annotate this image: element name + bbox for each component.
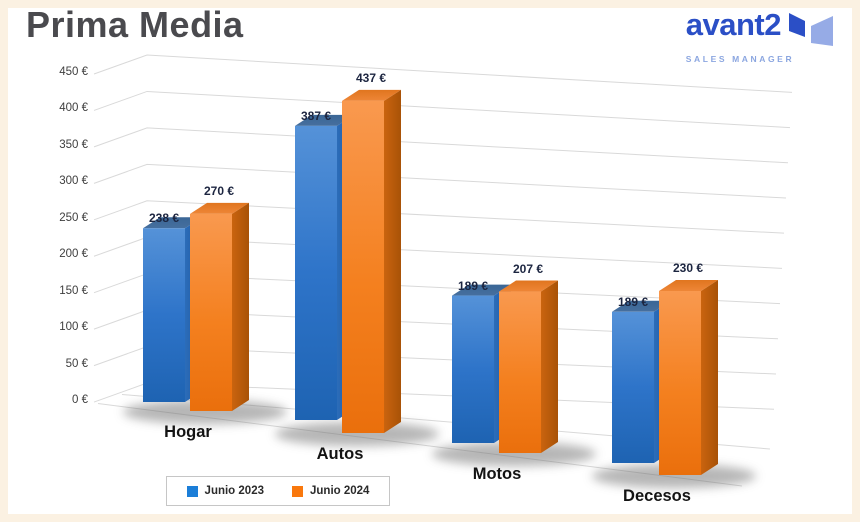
y-axis-tick-label: 450 € [59, 66, 88, 78]
bar-shadow [592, 464, 756, 488]
y-axis-tick-label: 200 € [59, 248, 88, 261]
chart-legend: Junio 2023 Junio 2024 [166, 476, 390, 506]
page-title: Prima Media [26, 4, 244, 45]
category-label-motos: Motos [472, 465, 522, 483]
y-axis-tick-label: 300 € [59, 175, 88, 188]
value-label-junio-2024-hogar: 270 € [203, 183, 235, 198]
category-label-hogar: Hogar [164, 423, 212, 441]
value-label-junio-2023-autos: 387 € [300, 108, 332, 123]
legend-swatch-junio-2023 [186, 485, 198, 497]
bar-junio-2024-decesos [659, 280, 718, 475]
bar-shadow [432, 442, 596, 466]
value-label-junio-2024-autos: 437 € [355, 70, 387, 85]
y-axis-tick-label: 100 € [59, 321, 88, 334]
y-axis-tick-label: 150 € [59, 284, 88, 297]
category-label-decesos: Decesos [623, 487, 691, 505]
y-axis-tick-label: 50 € [65, 357, 88, 370]
avant2-logo-icon [789, 13, 833, 46]
value-label-junio-2023-decesos: 189 € [617, 294, 649, 309]
y-axis-tick-label: 0 € [72, 394, 88, 407]
legend-item-junio-2024[interactable]: Junio 2024 [292, 485, 369, 497]
bar-junio-2024-hogar [190, 202, 249, 411]
y-axis-tick-label: 350 € [59, 138, 88, 151]
logo-brand-text: avant2 [685, 7, 782, 42]
value-label-junio-2023-hogar: 238 € [148, 211, 180, 226]
legend-swatch-junio-2024 [292, 485, 303, 497]
bar-junio-2024-autos [342, 89, 401, 433]
legend-item-junio-2023[interactable]: Junio 2023 [186, 485, 264, 497]
value-label-junio-2024-motos: 207 € [512, 261, 544, 276]
bar-shadow [275, 422, 439, 446]
logo-tagline: SALES MANAGER [685, 54, 795, 64]
value-label-junio-2023-motos: 189 € [457, 278, 489, 293]
y-axis-tick-label: 400 € [59, 102, 88, 115]
y-axis-tick-label: 250 € [59, 211, 88, 224]
legend-label-junio-2023: Junio 2023 [204, 485, 264, 497]
bar-junio-2024-motos [499, 280, 558, 453]
bar-shadow [123, 400, 287, 424]
value-label-junio-2024-decesos: 230 € [672, 261, 704, 275]
avant2-logo: avant2 SALES MANAGER [685, 7, 834, 64]
legend-label-junio-2024: Junio 2024 [310, 485, 370, 497]
category-label-autos: Autos [316, 445, 364, 463]
